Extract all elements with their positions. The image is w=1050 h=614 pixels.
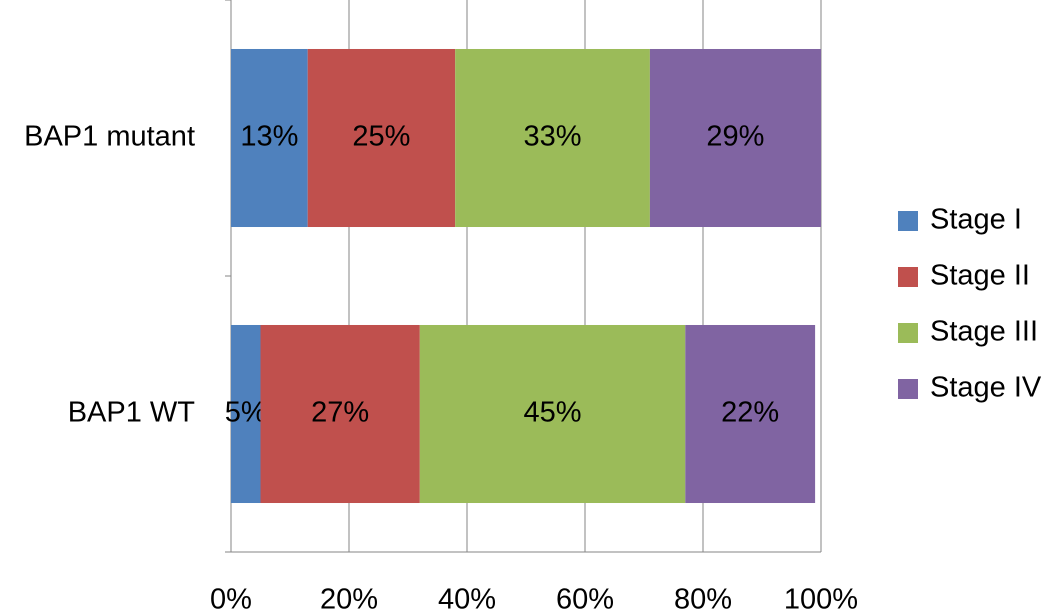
- legend-label: Stage III: [930, 316, 1038, 348]
- x-tick-label: 100%: [784, 584, 858, 614]
- legend-label: Stage I: [930, 204, 1022, 236]
- bar-segment: [649, 48, 821, 228]
- y-tick-label: BAP1 WT: [68, 397, 196, 429]
- legend-label: Stage IV: [930, 372, 1042, 404]
- x-tick-label: 60%: [556, 584, 614, 614]
- value-label: 27%: [311, 397, 369, 429]
- y-tick-label: BAP1 mutant: [24, 121, 195, 153]
- value-label: 33%: [524, 121, 582, 153]
- bar-segment: [307, 48, 456, 228]
- legend-swatch: [898, 267, 918, 287]
- x-tick-label: 0%: [210, 584, 252, 614]
- x-tick-label: 80%: [674, 584, 732, 614]
- value-label: 22%: [721, 397, 779, 429]
- bar-segment: [231, 324, 261, 504]
- bar-segment: [260, 324, 420, 504]
- bar-segment: [685, 324, 816, 504]
- legend-swatch: [898, 379, 918, 399]
- legend-label: Stage II: [930, 260, 1030, 292]
- bar-segment: [419, 324, 686, 504]
- value-label: 13%: [240, 121, 298, 153]
- value-label: 45%: [524, 397, 582, 429]
- legend-swatch: [898, 323, 918, 343]
- value-label: 25%: [352, 121, 410, 153]
- x-tick-label: 20%: [320, 584, 378, 614]
- bar-segment: [231, 48, 308, 228]
- legend-swatch: [898, 211, 918, 231]
- value-label: 5%: [225, 397, 267, 429]
- value-label: 29%: [706, 121, 764, 153]
- bar-segment: [455, 48, 650, 228]
- x-tick-label: 40%: [438, 584, 496, 614]
